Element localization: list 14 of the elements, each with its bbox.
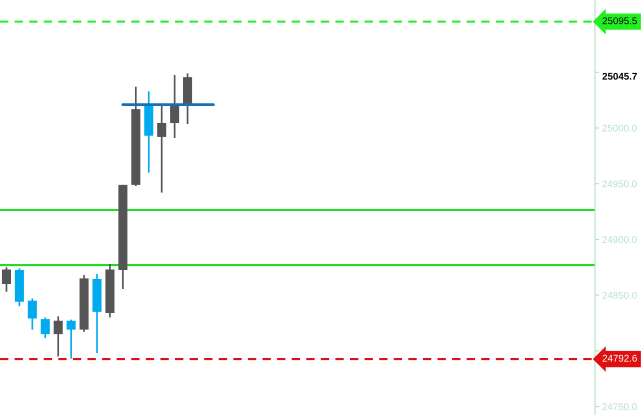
y-tick-label: 24850.0 — [602, 292, 637, 299]
ref-line-label: 24792.6 — [602, 354, 637, 362]
y-tick-label: 24750.0 — [602, 403, 637, 410]
y-tick-label: 24950.0 — [602, 180, 637, 188]
y-tick-label: 25000.0 — [602, 124, 637, 132]
candlestick — [40, 316, 50, 339]
text: 25045.7 — [602, 72, 637, 80]
candlestick — [28, 298, 37, 330]
y-tick-label: 24900.0 — [602, 236, 637, 244]
ref-line-label: 25095.5 — [602, 17, 637, 24]
candlestick — [157, 104, 166, 194]
candlestick — [2, 266, 11, 293]
candlestick — [54, 315, 63, 358]
candlestick — [66, 318, 76, 360]
